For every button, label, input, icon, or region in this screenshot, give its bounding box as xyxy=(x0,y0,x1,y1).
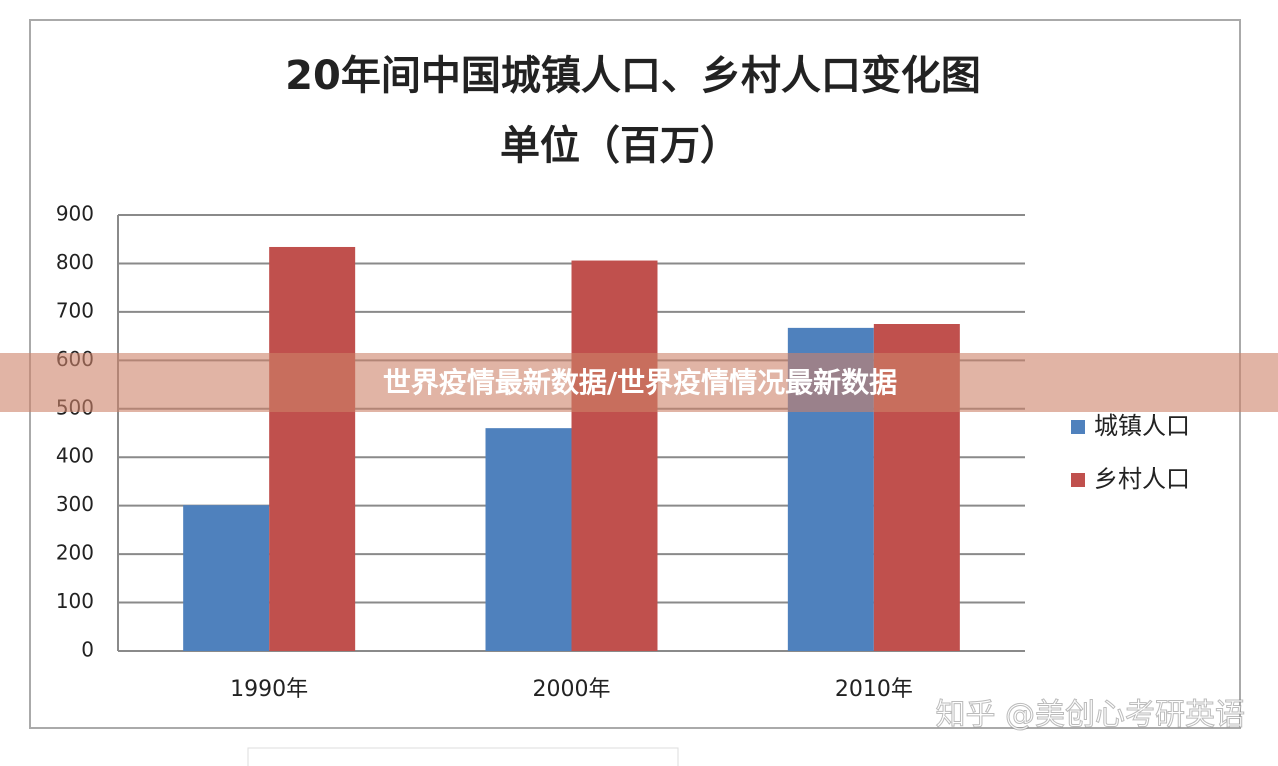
y-tick-label: 400 xyxy=(56,444,94,468)
y-tick-label: 700 xyxy=(56,298,94,322)
banner-text: 世界疫情最新数据/世界疫情情况最新数据 xyxy=(383,366,897,399)
x-tick-label: 2010年 xyxy=(835,677,913,702)
y-tick-label: 300 xyxy=(56,492,94,516)
y-tick-label: 0 xyxy=(81,638,94,662)
bar xyxy=(485,428,572,651)
legend-swatch xyxy=(1071,420,1085,434)
bar xyxy=(571,260,658,651)
x-tick-label: 2000年 xyxy=(533,677,611,702)
lower-panel xyxy=(247,747,679,766)
y-tick-label: 200 xyxy=(56,541,94,565)
y-tick-label: 900 xyxy=(56,202,94,226)
chart-subtitle: 单位（百万） xyxy=(500,123,740,169)
y-tick-label: 100 xyxy=(56,589,94,613)
bar xyxy=(183,505,270,651)
legend-label: 乡村人口 xyxy=(1094,465,1190,493)
bar xyxy=(269,246,356,651)
chart-title: 20年间中国城镇人口、乡村人口变化图 xyxy=(285,53,981,99)
x-tick-label: 1990年 xyxy=(230,677,308,702)
legend-label: 城镇人口 xyxy=(1094,412,1190,440)
legend-swatch xyxy=(1071,473,1085,487)
watermark: 知乎 @美创心考研英语 xyxy=(935,698,1245,733)
banner xyxy=(0,353,1278,412)
y-tick-label: 800 xyxy=(56,250,94,274)
